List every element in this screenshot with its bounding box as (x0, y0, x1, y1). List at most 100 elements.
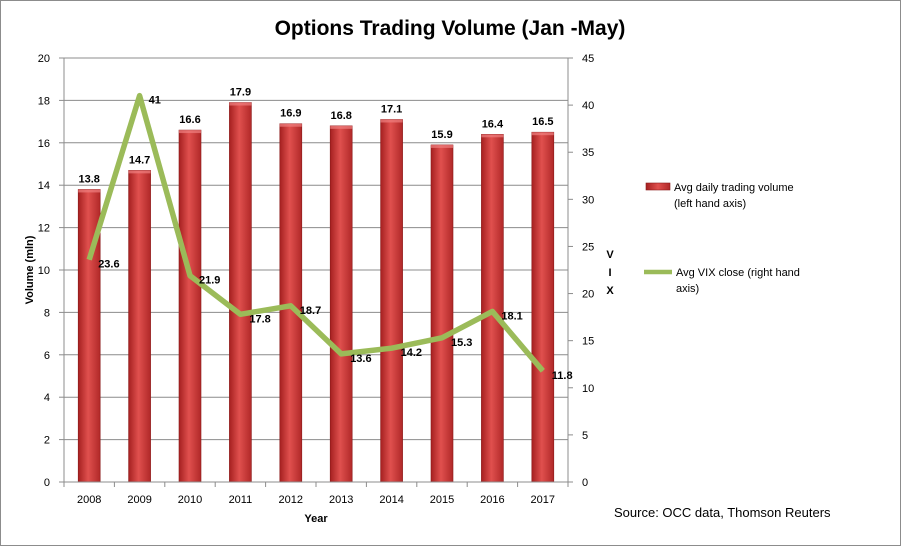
vix-point (340, 353, 342, 355)
vix-value-label: 17.8 (249, 313, 270, 325)
vix-value-label: 23.6 (98, 259, 119, 271)
vix-value-label: 18.7 (300, 305, 321, 317)
bar (229, 102, 252, 483)
bar-value-label: 13.8 (78, 173, 99, 185)
bar-series (77, 102, 555, 483)
bar-top-highlight (279, 123, 302, 127)
vix-value-label: 18.1 (501, 310, 522, 322)
x-tick-label: 2008 (77, 494, 101, 506)
bar-value-label: 17.9 (230, 87, 251, 99)
y2-tick-label: 35 (582, 147, 594, 159)
legend-bar-label-line2: (left hand axis) (674, 198, 746, 210)
y-tick-label: 0 (44, 477, 50, 489)
y-tick-label: 2 (44, 435, 50, 447)
x-tick-label: 2010 (178, 494, 202, 506)
vix-value-label: 41 (149, 95, 161, 107)
y-tick-label: 8 (44, 307, 50, 319)
bar-value-label: 16.8 (330, 110, 351, 122)
y-tick-label: 16 (38, 138, 50, 150)
vix-point (441, 337, 443, 339)
y2-axis-title-letter: V (606, 249, 614, 261)
bar-top-highlight (481, 134, 504, 138)
bar (329, 125, 353, 483)
data-labels: 13.8 14.7 16.6 17.9 16.9 16.8 17.1 15.9 16.4 16.5… (78, 87, 572, 382)
bar (279, 123, 303, 483)
x-tick-label: 2014 (379, 494, 403, 506)
vix-point (542, 370, 544, 372)
vix-point (290, 305, 292, 307)
bar (178, 129, 202, 483)
bar-top-highlight (78, 189, 101, 193)
bar (128, 170, 151, 483)
y-tick-label: 12 (38, 223, 50, 235)
y-tick-label: 18 (38, 95, 50, 107)
x-axis-title: Year (304, 513, 328, 525)
bar-value-label: 15.9 (431, 129, 452, 141)
y-axis-title: Volume (mln) (24, 235, 36, 304)
legend-bar-swatch (645, 182, 671, 191)
vix-value-label: 21.9 (199, 275, 220, 287)
source-note: Source: OCC data, Thomson Reuters (614, 505, 831, 520)
y-tick-label: 14 (38, 180, 50, 192)
y2-tick-label: 40 (582, 100, 594, 112)
x-tick-label: 2013 (329, 494, 353, 506)
vix-value-label: 14.2 (401, 347, 422, 359)
bar (481, 134, 504, 483)
vix-value-label: 13.6 (350, 353, 371, 365)
bar-value-label: 16.9 (280, 108, 301, 120)
y2-tick-label: 25 (582, 241, 594, 253)
y2-tick-label: 30 (582, 194, 594, 206)
line-series (86, 92, 545, 373)
bar-top-highlight (431, 144, 453, 148)
y2-tick-label: 0 (582, 477, 588, 489)
vix-point (491, 310, 493, 312)
vix-value-label: 11.8 (552, 370, 573, 382)
legend: Avg daily trading volume (left hand axis… (644, 182, 800, 295)
y2-tick-label: 45 (582, 53, 594, 65)
x-tick-label: 2011 (229, 494, 253, 506)
bar (430, 144, 454, 483)
chart-title: Options Trading Volume (Jan -May) (275, 17, 626, 40)
bar-value-label: 16.5 (532, 116, 553, 128)
bar (531, 131, 555, 483)
x-tick-label: 2009 (127, 494, 151, 506)
x-tick-label: 2017 (531, 494, 555, 506)
y-tick-label: 6 (44, 350, 50, 362)
vix-line (86, 92, 545, 373)
bar-value-label: 14.7 (129, 154, 150, 166)
y2-axis-title-letter: X (606, 285, 614, 297)
bar-value-label: 16.4 (482, 118, 504, 130)
vix-point (239, 313, 241, 315)
bar-value-label: 17.1 (381, 103, 402, 115)
legend-line-label-line1: Avg VIX close (right hand (676, 267, 800, 279)
bar-top-highlight (531, 132, 554, 136)
bar-top-highlight (330, 125, 353, 129)
y2-tick-label: 20 (582, 289, 594, 301)
x-tick-label: 2016 (480, 494, 504, 506)
legend-line-label-line2: axis) (676, 283, 699, 295)
vix-point (139, 95, 141, 97)
bar-top-highlight (229, 102, 252, 106)
axes: 0 2 4 6 8 10 12 14 16 18 20 0 5 10 15 20 25 30 35 40 45 2008 2… (38, 53, 595, 506)
y-tick-label: 20 (38, 53, 50, 65)
y2-axis-title: VIX (606, 249, 614, 297)
vix-value-label: 15.3 (451, 337, 472, 349)
bar-top-highlight (380, 119, 403, 123)
x-tick-label: 2012 (279, 494, 303, 506)
legend-bar-label-line1: Avg daily trading volume (674, 182, 794, 194)
y2-tick-label: 10 (582, 383, 594, 395)
bar (380, 119, 403, 483)
y-tick-label: 10 (38, 265, 50, 277)
vix-point (88, 259, 90, 261)
bar-top-highlight (179, 130, 201, 134)
y2-tick-label: 5 (582, 430, 588, 442)
y2-axis-title-letter: I (608, 267, 611, 279)
bar-value-label: 16.6 (179, 114, 200, 126)
vix-point (391, 347, 393, 349)
vix-point (189, 275, 191, 277)
bar-top-highlight (128, 170, 151, 174)
y-tick-label: 4 (44, 392, 50, 404)
x-tick-label: 2015 (430, 494, 454, 506)
y2-tick-label: 15 (582, 336, 594, 348)
